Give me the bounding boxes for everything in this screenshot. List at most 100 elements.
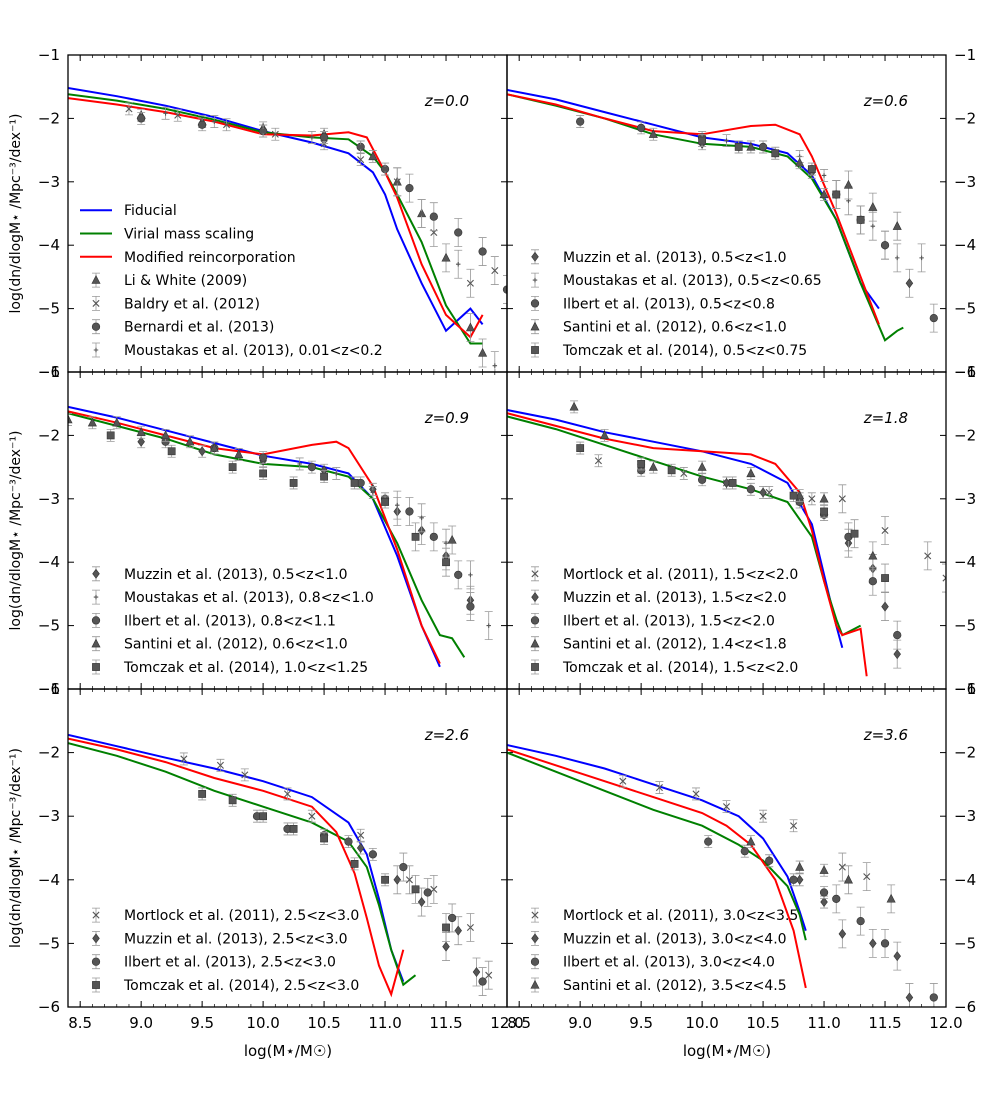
data-point (393, 178, 401, 186)
data-point (667, 466, 676, 475)
panel-2: −1 −2 −3 −4 −5 −6 z=0.6 Muzzin et al. (2013), 0… (506, 46, 976, 381)
data-point (259, 469, 268, 478)
data-point (795, 157, 805, 167)
data-point (198, 790, 207, 798)
data-point (136, 427, 146, 436)
data-point (790, 822, 798, 830)
x-tick-label: 9.0 (568, 1014, 592, 1032)
legend-entry: Tomczak et al. (2014), 1.0<z<1.25 (123, 660, 368, 676)
data-point (320, 472, 328, 481)
legend-entry: Tomczak et al. (2014), 0.5<z<0.75 (562, 343, 807, 359)
legend-marker-triangle (530, 321, 540, 331)
data-point (258, 453, 268, 462)
series-line-modified-reincorporation (507, 412, 868, 677)
data-point (832, 190, 841, 199)
y-axis-label: log(dn/dlogM⋆ /Mpc⁻³/dex⁻¹) (8, 431, 24, 631)
data-point (734, 143, 743, 151)
data-point (789, 491, 798, 500)
data-point (850, 529, 859, 538)
y-tick-label: −4 (954, 871, 976, 889)
legend-marker-plus (93, 347, 99, 353)
legend-entry: Santini et al. (2012), 0.6<z<1.0 (563, 320, 787, 336)
data-point (411, 532, 420, 541)
data-point (819, 865, 829, 874)
data-point (746, 141, 756, 151)
x-tick-label: 11.0 (807, 1014, 840, 1032)
data-point (455, 261, 461, 267)
redshift-label: z=0.0 (424, 92, 469, 110)
data-point (869, 938, 877, 949)
x-tick-label: 11.0 (368, 1014, 401, 1032)
data-point (740, 847, 749, 856)
y-tick-label: −4 (954, 236, 976, 254)
y-tick-label: −6 (38, 363, 60, 381)
data-point (222, 121, 231, 129)
data-point (808, 495, 816, 503)
data-point (393, 874, 401, 885)
x-tick-label: 10.5 (307, 1014, 340, 1032)
data-point (594, 457, 602, 465)
legend-entry: Muzzin et al. (2013), 2.5<z<3.0 (124, 931, 348, 947)
data-point (466, 923, 474, 932)
data-point (856, 917, 865, 926)
legend-marker-diamond (531, 592, 539, 603)
data-point (271, 130, 279, 138)
data-point (843, 179, 853, 189)
legend-entry: Santini et al. (2012), 3.5<z<4.5 (563, 978, 787, 994)
data-point (112, 417, 122, 427)
data-point (648, 129, 658, 138)
data-point (465, 322, 475, 332)
x-tick-label: 12.0 (929, 1014, 962, 1032)
data-point (419, 211, 424, 216)
legend-marker-square (92, 981, 100, 989)
legend-marker-cross (92, 299, 100, 307)
data-point (863, 873, 871, 881)
data-point (819, 888, 829, 897)
legend-marker-cross (531, 570, 539, 578)
data-point (619, 777, 627, 785)
data-point (881, 601, 889, 612)
legend-entry: Moustakas et al. (2013), 0.8<z<1.0 (124, 590, 374, 606)
data-point (759, 812, 767, 820)
data-point (350, 479, 359, 487)
y-tick-label: −4 (38, 236, 60, 254)
data-point (289, 825, 298, 833)
legend-entry: Tomczak et al. (2014), 2.5<z<3.0 (123, 978, 359, 994)
y-tick-label: −4 (38, 871, 60, 889)
data-point (442, 558, 450, 567)
data-point (209, 442, 219, 452)
y-tick-label: −3 (954, 807, 976, 825)
series-line-modified-reincorporation (68, 737, 405, 998)
data-point (868, 550, 878, 560)
legend-entry: Moustakas et al. (2013), 0.01<z<0.2 (124, 343, 383, 359)
legend-entry: Ilbert et al. (2013), 0.8<z<1.1 (124, 613, 336, 629)
error-bar (68, 413, 72, 426)
y-tick-label: −6 (954, 680, 976, 698)
x-tick-label: 10.0 (685, 1014, 718, 1032)
data-point (478, 347, 488, 357)
y-tick-label: −2 (954, 109, 976, 127)
legend-marker-diamond (531, 251, 539, 262)
data-point (381, 875, 389, 884)
legend-marker-circle (91, 616, 101, 625)
data-point (368, 850, 377, 859)
y-tick-label: −4 (38, 553, 60, 571)
data-point (929, 313, 938, 323)
legend-marker-circle (530, 299, 540, 308)
data-point (722, 803, 731, 811)
y-tick-label: −5 (38, 617, 60, 635)
y-tick-label: −3 (38, 173, 60, 191)
data-point (441, 252, 451, 262)
y-tick-label: −1 (38, 680, 60, 698)
y-tick-label: −3 (954, 173, 976, 191)
data-point (924, 552, 932, 560)
data-point (466, 602, 475, 611)
data-point (870, 223, 876, 229)
data-point (234, 449, 244, 459)
data-point (382, 166, 388, 172)
legend-marker-plus (93, 594, 99, 600)
legend-entry: Ilbert et al. (2013), 3.0<z<4.0 (563, 955, 775, 971)
data-point (746, 836, 756, 846)
data-point (297, 461, 302, 467)
data-point (344, 837, 353, 846)
